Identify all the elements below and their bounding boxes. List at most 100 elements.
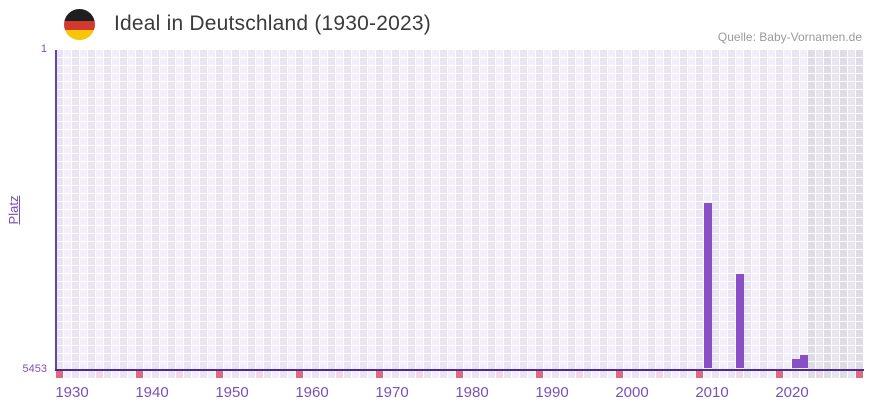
- year-marker-cell: [184, 371, 191, 378]
- x-axis-tick-1950: 1950: [215, 384, 249, 401]
- half-decade-marker-cell: [656, 371, 663, 378]
- x-axis-line: [55, 368, 864, 371]
- x-axis-tick-1980: 1980: [455, 384, 489, 401]
- year-marker-cell: [520, 371, 527, 378]
- year-marker-cell: [504, 371, 511, 378]
- year-marker-cell: [840, 371, 847, 378]
- decade-marker-cell: [136, 371, 143, 378]
- year-marker-cell: [744, 371, 751, 378]
- half-decade-marker-cell: [256, 371, 263, 378]
- year-marker-cell: [288, 371, 295, 378]
- year-marker-cell: [72, 371, 79, 378]
- year-marker-cell: [632, 371, 639, 378]
- year-marker-cell: [192, 371, 199, 378]
- x-axis-tick-1990: 1990: [535, 384, 569, 401]
- x-axis-tick-2010: 2010: [695, 384, 729, 401]
- x-axis-tick-2020: 2020: [775, 384, 809, 401]
- decade-marker-cell: [56, 371, 63, 378]
- year-marker-cell: [648, 371, 655, 378]
- source-credit: Quelle: Baby-Vornamen.de: [717, 30, 862, 44]
- year-marker-cell: [240, 371, 247, 378]
- year-marker-cell: [672, 371, 679, 378]
- decade-marker-cell: [856, 371, 863, 378]
- decade-marker-cell: [616, 371, 623, 378]
- future-years-band: [808, 50, 864, 370]
- year-marker-cell: [440, 371, 447, 378]
- chart-title: Ideal in Deutschland (1930-2023): [114, 12, 431, 35]
- year-marker-cell: [272, 371, 279, 378]
- year-marker-cell: [592, 371, 599, 378]
- year-marker-cell: [128, 371, 135, 378]
- year-marker-cell: [792, 371, 799, 378]
- flag-stripe-red: [64, 20, 95, 31]
- year-marker-cell: [360, 371, 367, 378]
- year-marker-cell: [328, 371, 335, 378]
- year-marker-cell: [472, 371, 479, 378]
- year-marker-cell: [848, 371, 855, 378]
- y-axis-tick-max: 5453: [22, 363, 47, 375]
- half-decade-marker-cell: [496, 371, 503, 378]
- year-marker-cell: [664, 371, 671, 378]
- year-marker-cell: [224, 371, 231, 378]
- year-marker-cell: [144, 371, 151, 378]
- decade-marker-cell: [216, 371, 223, 378]
- year-marker-cell: [552, 371, 559, 378]
- year-marker-cell: [688, 371, 695, 378]
- year-marker-cell: [768, 371, 775, 378]
- year-marker-cell: [400, 371, 407, 378]
- year-marker-cell: [464, 371, 471, 378]
- year-marker-cell: [624, 371, 631, 378]
- year-marker-cell: [208, 371, 215, 378]
- year-marker-cell: [344, 371, 351, 378]
- year-marker-cell: [152, 371, 159, 378]
- year-marker-cell: [352, 371, 359, 378]
- year-marker-cell: [544, 371, 551, 378]
- year-marker-cell: [704, 371, 711, 378]
- decade-marker-cell: [536, 371, 543, 378]
- year-marker-cell: [480, 371, 487, 378]
- year-marker-cell: [64, 371, 71, 378]
- y-axis-title-link[interactable]: Platz: [6, 195, 21, 225]
- year-marker-cell: [392, 371, 399, 378]
- bar-2015[interactable]: [735, 274, 744, 369]
- bar-2023[interactable]: [799, 354, 808, 369]
- year-marker-cell: [248, 371, 255, 378]
- year-marker-cell: [512, 371, 519, 378]
- year-marker-cell: [120, 371, 127, 378]
- decade-marker-cell: [696, 371, 703, 378]
- half-decade-marker-cell: [576, 371, 583, 378]
- year-marker-cell: [600, 371, 607, 378]
- year-marker-cell: [784, 371, 791, 378]
- x-axis-tick-1970: 1970: [375, 384, 409, 401]
- half-decade-marker-cell: [96, 371, 103, 378]
- x-axis-tick-1930: 1930: [55, 384, 89, 401]
- year-marker-cell: [80, 371, 87, 378]
- year-marker-cell: [560, 371, 567, 378]
- year-marker-cell: [104, 371, 111, 378]
- decade-marker-cell: [376, 371, 383, 378]
- bar-2011[interactable]: [703, 202, 712, 369]
- german-flag-icon: [64, 9, 95, 40]
- year-marker-cell: [488, 371, 495, 378]
- year-marker-cell: [824, 371, 831, 378]
- year-marker-cell: [280, 371, 287, 378]
- year-marker-cell: [424, 371, 431, 378]
- half-decade-marker-cell: [816, 371, 823, 378]
- year-marker-cell: [720, 371, 727, 378]
- x-axis-tick-1960: 1960: [295, 384, 329, 401]
- year-marker-cell: [448, 371, 455, 378]
- bar-2022[interactable]: [791, 358, 800, 369]
- x-axis-tick-2000: 2000: [615, 384, 649, 401]
- decade-marker-cell: [776, 371, 783, 378]
- y-axis-line: [55, 50, 57, 370]
- year-marker-cell: [432, 371, 439, 378]
- year-marker-cell: [728, 371, 735, 378]
- year-marker-cell: [88, 371, 95, 378]
- year-marker-cell: [800, 371, 807, 378]
- year-marker-cell: [832, 371, 839, 378]
- x-axis-tick-1940: 1940: [135, 384, 169, 401]
- year-marker-cell: [200, 371, 207, 378]
- year-marker-cell: [752, 371, 759, 378]
- year-marker-cell: [712, 371, 719, 378]
